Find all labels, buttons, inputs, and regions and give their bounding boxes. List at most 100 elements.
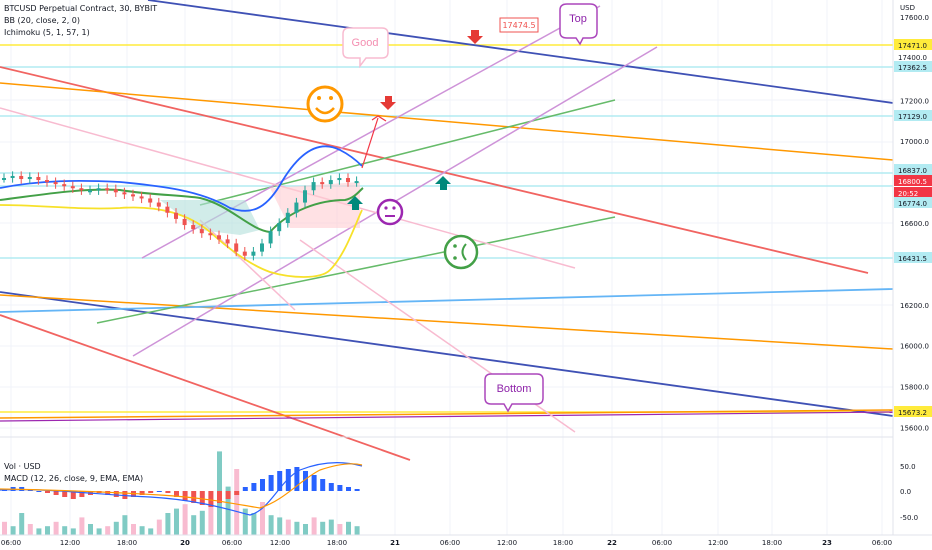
macd-bar bbox=[148, 491, 154, 493]
candle-body bbox=[62, 184, 67, 187]
callouts: Good Top Bottom 17474.5 bbox=[342, 3, 598, 413]
bottom-label: Bottom bbox=[497, 383, 532, 395]
level-label-1: 17400.0 bbox=[898, 54, 927, 62]
good-label: Good bbox=[352, 37, 379, 49]
x-tick-3: 20 bbox=[180, 539, 190, 547]
macd-bar bbox=[251, 483, 257, 491]
macd-bar bbox=[294, 467, 300, 491]
bottom-bubble: Bottom bbox=[484, 373, 544, 413]
volume-bar bbox=[79, 517, 85, 535]
price-level-labels: 17471.0 17400.0 17362.5 17129.0 16837.0 16800… bbox=[894, 39, 932, 417]
macd-histogram bbox=[2, 467, 360, 507]
macd-bar bbox=[79, 491, 85, 497]
macd-bar bbox=[337, 485, 343, 491]
x-tick-15: 23 bbox=[822, 539, 832, 547]
macd-bar bbox=[303, 471, 308, 491]
level-label-7: 16774.0 bbox=[898, 200, 927, 208]
level-label-0: 17471.0 bbox=[898, 42, 927, 50]
macd-bar bbox=[277, 471, 283, 491]
candle-body bbox=[260, 243, 264, 252]
macd-bar bbox=[354, 489, 360, 491]
bb-upper bbox=[0, 145, 363, 212]
volume-bar bbox=[268, 515, 274, 535]
macd-bar bbox=[45, 491, 50, 493]
projection-red bbox=[361, 117, 379, 169]
macd-bar bbox=[311, 475, 317, 491]
arrow-up-teal-1 bbox=[347, 196, 363, 210]
sub-tick-1: 0.0 bbox=[900, 488, 911, 496]
volume-bar bbox=[208, 491, 214, 535]
macd-bar bbox=[62, 491, 68, 497]
volume-bar bbox=[10, 526, 16, 535]
candle-body bbox=[328, 180, 333, 185]
face-neutral-icon bbox=[376, 198, 404, 226]
macd-bar bbox=[165, 491, 171, 493]
x-tick-11: 22 bbox=[607, 539, 617, 547]
trendline-blue-upper bbox=[147, 0, 894, 104]
ichimoku-legend: Ichimoku (5, 1, 57, 1) bbox=[4, 28, 90, 37]
level-label-bg-7 bbox=[894, 197, 932, 208]
volume-bar bbox=[311, 517, 317, 535]
x-tick-12: 06:00 bbox=[652, 539, 672, 547]
projection-arrow-head bbox=[371, 115, 387, 122]
smiley-happy-icon bbox=[306, 85, 344, 123]
trendline-red-upper bbox=[0, 66, 869, 274]
arrow-up-teal-2 bbox=[435, 176, 451, 190]
macd-bar bbox=[242, 487, 248, 491]
price-callout: 17474.5 bbox=[499, 17, 539, 33]
arrow-down-red-2 bbox=[380, 96, 396, 110]
top-bubble: Top bbox=[559, 3, 598, 46]
candle-body bbox=[277, 223, 282, 232]
candle-body bbox=[105, 188, 110, 191]
level-label-bg-8 bbox=[894, 252, 932, 263]
volume-bar bbox=[337, 524, 343, 535]
candle-body bbox=[10, 175, 15, 179]
x-tick-14: 18:00 bbox=[762, 539, 782, 547]
top-label: Top bbox=[569, 13, 587, 25]
trendline-orange-lower bbox=[0, 294, 894, 350]
candle-body bbox=[182, 218, 187, 226]
volume-bar bbox=[139, 526, 145, 535]
level-label-3: 17129.0 bbox=[898, 113, 927, 121]
x-axis-ticks: 06:00 12:00 18:00 20 06:00 12:00 18:00 21 06:00 1… bbox=[1, 539, 892, 547]
candle-body bbox=[346, 178, 350, 183]
x-tick-10: 18:00 bbox=[553, 539, 573, 547]
x-tick-16: 06:00 bbox=[872, 539, 892, 547]
macd-bar bbox=[191, 491, 197, 503]
volume-bar bbox=[45, 526, 50, 535]
level-label-bg-1 bbox=[894, 51, 932, 62]
trendline-orange-upper bbox=[0, 82, 894, 161]
candle-body bbox=[113, 189, 118, 193]
x-tick-9: 12:00 bbox=[497, 539, 517, 547]
bb-basis bbox=[0, 187, 364, 234]
candles bbox=[2, 171, 359, 261]
trend-lines bbox=[0, 0, 894, 461]
macd-bar bbox=[328, 483, 334, 491]
candle-body bbox=[294, 202, 299, 213]
time-axis bbox=[0, 535, 932, 550]
candle-body bbox=[19, 175, 24, 180]
volume-bar bbox=[148, 528, 154, 535]
macd-bar bbox=[225, 491, 231, 499]
volume-bar bbox=[174, 508, 179, 535]
candle-body bbox=[27, 176, 32, 180]
volume-bar bbox=[19, 513, 25, 535]
macd-bar bbox=[70, 491, 76, 499]
candle-body bbox=[139, 196, 144, 199]
y-tick-6: 15600.0 bbox=[900, 425, 929, 433]
y-top-partial: 17600.0 bbox=[900, 14, 929, 22]
volume-bar bbox=[277, 517, 283, 535]
bb-legend: BB (20, close, 2, 0) bbox=[4, 16, 80, 25]
candle-body bbox=[208, 233, 213, 236]
candle-body bbox=[225, 239, 230, 244]
y-tick-1: 17000.0 bbox=[900, 138, 929, 146]
volume-bar bbox=[251, 513, 257, 535]
y-tick-5: 15800.0 bbox=[900, 384, 929, 392]
volume-bar bbox=[2, 521, 7, 535]
level-label-5: 16800.5 bbox=[898, 178, 927, 186]
trendline-red-lower bbox=[0, 314, 411, 461]
macd-bar bbox=[53, 491, 59, 495]
volume-bar bbox=[328, 519, 334, 535]
macd-bar bbox=[113, 491, 119, 497]
volume-bar bbox=[346, 521, 351, 535]
